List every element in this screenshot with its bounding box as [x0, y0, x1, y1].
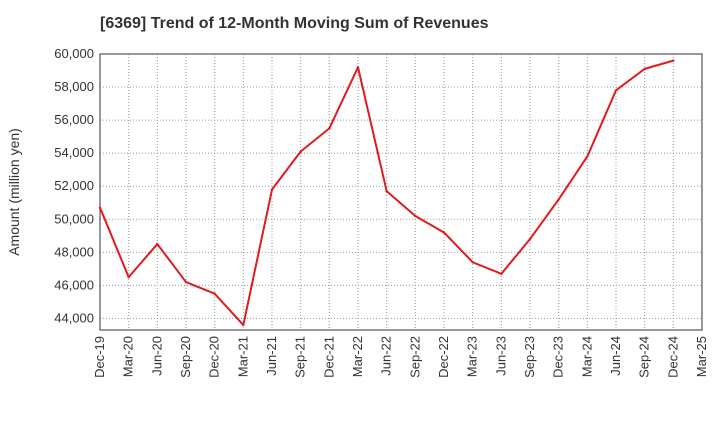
data-point: [356, 66, 360, 69]
x-tick-label: Dec-24: [665, 336, 680, 378]
x-tick-label: Jun-21: [264, 336, 279, 376]
x-tick-label: Jun-20: [149, 336, 164, 376]
y-tick-label: 52,000: [54, 178, 94, 193]
x-tick-label: Sep-21: [293, 336, 308, 378]
y-tick-label: 60,000: [54, 46, 94, 61]
y-tick-label: 54,000: [54, 145, 94, 160]
x-tick-label: Jun-23: [493, 336, 508, 376]
y-tick-label: 44,000: [54, 310, 94, 325]
y-tick-label: 56,000: [54, 112, 94, 127]
x-tick-label: Mar-24: [579, 336, 594, 377]
data-point: [557, 198, 560, 201]
data-point: [242, 323, 245, 327]
x-tick-label: Dec-23: [551, 336, 566, 378]
data-point: [500, 272, 503, 276]
data-point: [442, 231, 446, 234]
data-point: [328, 127, 331, 130]
y-axis-label: Amount (million yen): [6, 128, 22, 256]
x-tick-label: Dec-21: [321, 336, 336, 378]
data-point: [213, 292, 216, 295]
data-point: [643, 67, 646, 71]
plot-area: [100, 54, 702, 330]
chart-title: [6369] Trend of 12-Month Moving Sum of R…: [100, 15, 489, 32]
data-point: [156, 242, 159, 246]
data-point: [471, 261, 474, 264]
data-point: [299, 150, 302, 153]
plot-frame: [99, 53, 703, 331]
x-tick-label: Sep-24: [637, 336, 652, 378]
x-tick-label: Mar-25: [694, 336, 709, 377]
x-tick-label: Dec-22: [436, 336, 451, 378]
x-tick-label: Dec-20: [207, 336, 222, 378]
x-tick-label: Jun-24: [608, 336, 623, 376]
y-tick-label: 48,000: [54, 244, 94, 259]
x-tick-label: Sep-23: [522, 336, 537, 378]
x-tick-label: Jun-22: [379, 336, 394, 376]
y-tick-label: 50,000: [54, 211, 94, 226]
y-tick-label: 58,000: [54, 79, 94, 94]
data-point: [528, 237, 532, 241]
data-point: [672, 59, 675, 62]
x-tick-label: Mar-20: [121, 336, 136, 377]
x-tick-label: Dec-19: [92, 336, 107, 378]
x-tick-label: Mar-23: [465, 336, 480, 377]
x-tick-label: Mar-21: [235, 336, 250, 377]
x-tick-label: Mar-22: [350, 336, 365, 377]
data-point: [184, 280, 188, 284]
data-point: [127, 275, 130, 279]
data-point: [414, 214, 417, 218]
x-tick-label: Sep-22: [407, 336, 422, 378]
data-point: [614, 89, 618, 92]
data-point: [270, 188, 274, 191]
x-tick-label: Sep-20: [178, 336, 193, 378]
y-tick-label: 46,000: [54, 277, 94, 292]
data-point: [385, 189, 388, 193]
data-point: [586, 155, 589, 158]
data-point: [98, 206, 102, 209]
